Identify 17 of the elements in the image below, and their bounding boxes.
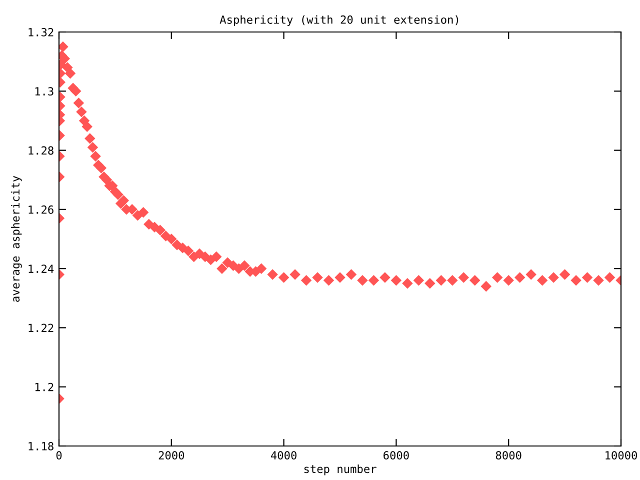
y-tick-label: 1.22 — [28, 324, 54, 332]
y-tick-label: 1.18 — [28, 442, 54, 450]
x-tick-label: 10000 — [606, 451, 638, 460]
x-tick-label: 2000 — [158, 451, 184, 460]
y-tick-label: 1.32 — [28, 28, 54, 36]
y-tick-label: 1.26 — [28, 205, 54, 214]
y-axis-title: average asphericity — [10, 176, 22, 302]
y-tick-label: 1.2 — [35, 382, 54, 392]
y-tick-label: 1.3 — [35, 87, 54, 96]
chart-title: Asphericity (with 20 unit extension) — [220, 15, 458, 26]
y-tick-label: 1.24 — [28, 264, 54, 273]
x-tick-label: 0 — [56, 451, 62, 460]
y-tick-label: 1.28 — [28, 146, 54, 155]
x-tick-label: 8000 — [496, 451, 522, 460]
x-axis-title: step number — [304, 464, 376, 476]
x-tick-label: 4000 — [270, 451, 296, 460]
x-tick-label: 6000 — [384, 451, 409, 460]
